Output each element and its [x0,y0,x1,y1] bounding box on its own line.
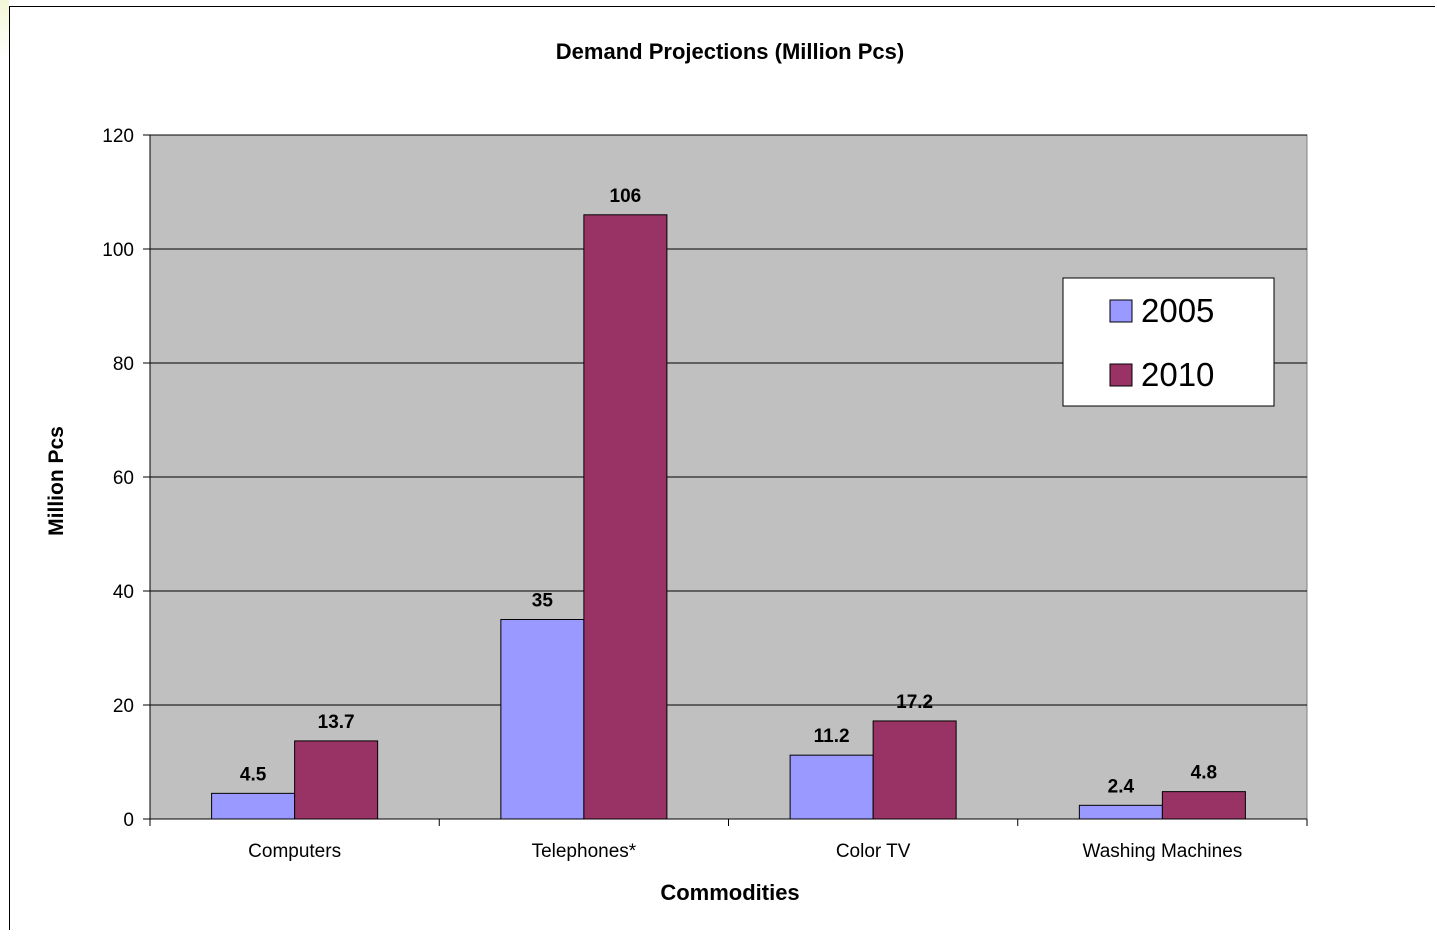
data-label: 2.4 [1108,776,1135,797]
x-tick-label: Color TV [836,841,911,862]
y-tick-label: 120 [102,126,134,147]
x-tick-label: Telephones* [532,841,637,862]
bar [789,754,874,820]
corner-decoration [0,0,9,60]
x-tick-label: Washing Machines [1082,841,1242,862]
data-label: 35 [532,591,554,612]
bar [1161,791,1246,820]
x-axis: Computers Telephones* Color TV Washing Mach… [149,818,1308,862]
data-labels: 4.5 13.7 35 106 11.2 17.2 2.4 4.8 [240,186,1217,798]
y-tick-label: 0 [123,810,134,831]
y-tick-label: 20 [113,696,134,717]
y-tick-label: 60 [113,468,134,489]
legend-swatch [1109,363,1133,387]
data-label: 4.5 [240,764,267,785]
bars [211,214,1246,820]
bar [500,619,585,820]
bar [294,740,379,820]
legend-swatch [1109,299,1133,323]
data-label: 106 [610,186,642,207]
y-tick-label: 100 [102,240,134,261]
bar [1078,804,1163,820]
legend-label: 2010 [1141,356,1214,393]
data-label: 4.8 [1191,763,1217,784]
gridlines [150,134,1307,706]
legend-label: 2005 [1141,292,1214,329]
data-label: 17.2 [896,692,933,713]
y-axis-title: Million Pcs [45,426,68,536]
data-label: 11.2 [814,726,850,747]
y-tick-label: 80 [113,354,134,375]
legend: 2005 2010 [1062,277,1275,407]
legend-box [1062,277,1275,407]
x-axis-title: Commodities [660,880,799,905]
bar [583,214,668,820]
data-label: 13.7 [318,712,355,733]
x-tick-label: Computers [248,841,341,862]
y-tick-label: 40 [113,582,134,603]
bar-chart: Demand Projections (Million Pcs) 0 20 40 60… [45,39,1308,905]
y-axis: 0 20 40 60 80 100 120 [102,126,151,831]
chart-title: Demand Projections (Million Pcs) [556,39,904,64]
bar [872,720,957,820]
chart-frame: Demand Projections (Million Pcs) 0 20 40 60… [9,6,1435,930]
bar [211,792,296,820]
